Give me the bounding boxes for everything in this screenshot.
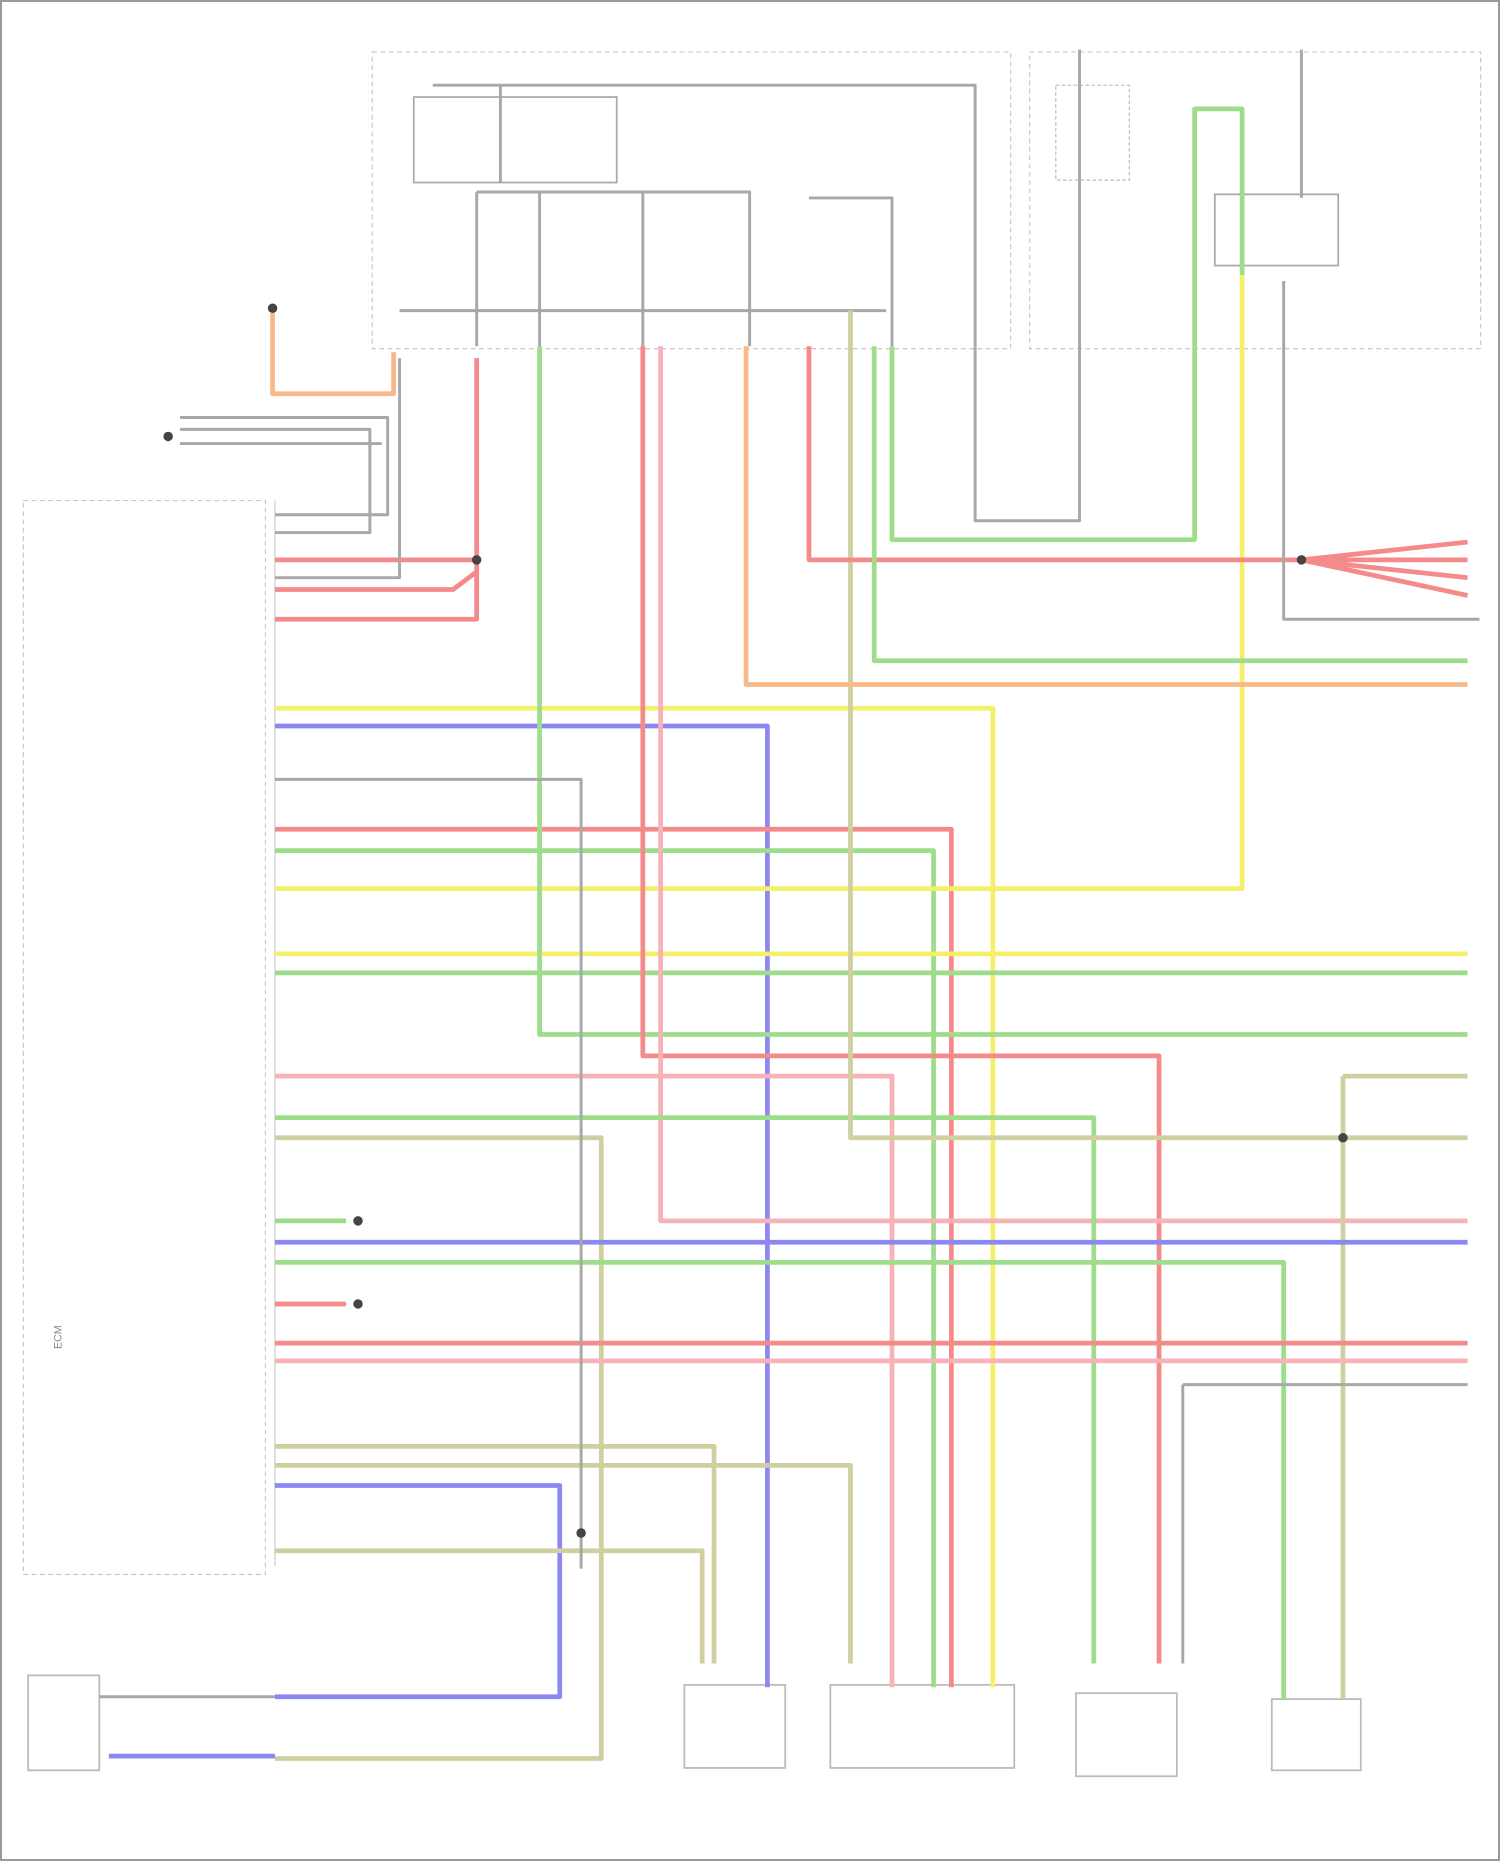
wire-yellow (274, 705, 996, 1688)
fuse-box-outline (371, 51, 1012, 350)
wire-gray (476, 190, 752, 347)
wire-gray (973, 180, 1082, 523)
wire-pink (274, 1073, 895, 1688)
wire-red (274, 358, 480, 563)
wire-orange (270, 313, 396, 397)
wire-pink (658, 346, 1468, 1224)
ecm-label: ECM (52, 1325, 64, 1349)
wire-green (274, 1115, 1097, 1664)
wire-red (1300, 557, 1469, 598)
right-fuse-box-outline (1029, 51, 1482, 350)
wire-red (806, 346, 1468, 563)
fuse-relay-box (1055, 84, 1130, 181)
wire-olive (274, 1462, 853, 1664)
wire-gray (808, 196, 894, 347)
wire-green (871, 346, 1468, 664)
ecm-outline (22, 499, 267, 1576)
wire-red (274, 826, 954, 1688)
oil-control-valve (1270, 1698, 1362, 1772)
splice-dot (576, 1528, 586, 1538)
splices (163, 303, 1348, 1538)
wire-gray (180, 415, 390, 517)
splice-dot (163, 431, 173, 442)
wire-red (1301, 539, 1468, 563)
wire-olive (274, 1548, 705, 1664)
wire-blue (274, 1483, 563, 1700)
wire-red (274, 569, 479, 592)
fuel-tank-pressure-sensor (27, 1674, 101, 1772)
splice-dot (353, 1299, 363, 1309)
wire-gray (274, 777, 583, 1569)
oil-pressure-transducer (683, 1683, 787, 1769)
wire-gray (432, 83, 977, 347)
wire-olive (274, 1443, 717, 1664)
wire-green (537, 346, 1468, 1037)
wire-blue (274, 723, 770, 1688)
wire-gray (180, 427, 372, 535)
splice-dot (1296, 555, 1307, 565)
wire-red (1301, 557, 1468, 581)
relay-box (412, 96, 618, 184)
wire-gray (1282, 280, 1480, 621)
splice-dot (471, 555, 482, 565)
wire-green (274, 848, 936, 1688)
fuel-pump-relay (1213, 193, 1340, 267)
splice-dot (267, 303, 278, 314)
wire-orange (743, 346, 1468, 687)
wire-red (274, 559, 480, 622)
component-boxes: ECM (22, 51, 1482, 1778)
wire-olive (848, 310, 1468, 1141)
wire-yellow (274, 275, 1245, 891)
splice-dot (1338, 1133, 1348, 1143)
wire-green (889, 106, 1245, 543)
wires (99, 49, 1480, 1761)
wire-green (274, 1260, 1287, 1700)
splice-dot (353, 1216, 363, 1226)
knock-sensor (1075, 1692, 1178, 1778)
accelerator-pedal-sensor (829, 1683, 1016, 1769)
wire-gray (274, 358, 402, 580)
